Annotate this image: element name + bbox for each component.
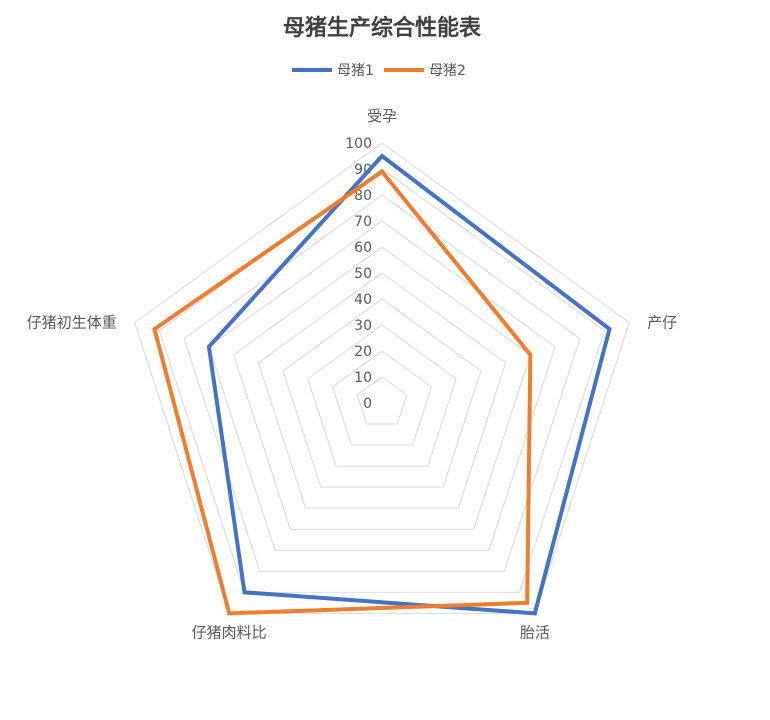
grid-ring [134,142,630,614]
series-line [152,168,533,616]
grid-ring [282,298,482,488]
category-label: 胎活 [520,623,550,641]
tick-label: 40 [354,292,372,308]
tick-label: 50 [354,266,372,282]
category-label: 产仔 [647,314,677,332]
grid-ring [257,272,507,509]
tick-label: 60 [354,240,372,256]
tick-label: 70 [354,214,372,230]
category-label: 仔猪初生体重 [27,314,117,332]
grid-ring [356,376,408,425]
tick-label: 30 [354,318,372,334]
grid-ring [331,350,433,446]
category-label: 仔猪肉料比 [192,623,267,641]
grid-ring [233,246,531,530]
chart-title: 母猪生产综合性能表 [283,15,482,41]
legend-label: 母猪2 [429,63,466,79]
tick-label: 80 [354,188,372,204]
tick-label: 0 [363,396,372,412]
tick-label: 10 [354,370,372,386]
grid-ring [158,168,606,593]
grid-ring [208,220,556,551]
tick-label: 100 [345,136,372,152]
grid-ring [307,324,457,467]
series-line [206,153,612,616]
category-label: 受孕 [367,107,397,125]
tick-label: 20 [354,344,372,360]
grid-ring [183,194,581,572]
legend-label: 母猪1 [337,63,374,79]
